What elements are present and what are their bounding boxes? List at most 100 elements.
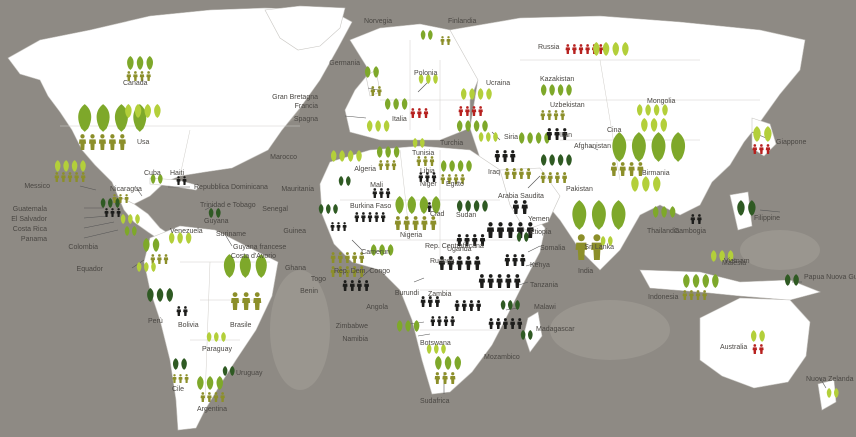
new-zealand <box>817 379 837 411</box>
country-label-niger: Niger <box>420 181 437 188</box>
country-label-spagna: Spagna <box>293 116 318 123</box>
country-label-nigeria: Nigeria <box>400 232 423 239</box>
country-label-norvegia: Norvegia <box>363 18 392 25</box>
country-label-giappone: Giappone <box>776 139 807 146</box>
country-label-afghanistan: Afghanistan <box>574 143 611 150</box>
country-label-ciad: Ciad <box>430 211 445 218</box>
country-label-suriname: Suriname <box>216 231 246 238</box>
country-label-tunisia: Tunisia <box>412 150 435 157</box>
country-label-papua: Papua Nuova Guinea <box>804 274 856 281</box>
country-label-somalia: Somalia <box>540 245 566 252</box>
country-label-cambogia: Cambogia <box>674 228 706 235</box>
country-label-togo: Togo <box>310 276 326 283</box>
country-label-yemen: Yemen <box>528 216 550 223</box>
country-label-canada: Canada <box>123 80 148 87</box>
country-label-kenya: Kenya <box>530 262 550 269</box>
country-label-nuova-zelanda: Nuova Zelanda <box>806 376 854 383</box>
country-label-senegal: Senegal <box>262 206 288 213</box>
country-label-mongolia: Mongolia <box>647 98 676 105</box>
country-label-usa: Usa <box>137 139 150 146</box>
country-label-ruanda: Ruanda <box>430 258 455 265</box>
country-label-rep-centrafricana: Rep. Centrafricana <box>425 243 484 250</box>
country-label-uganda: Uganda <box>447 246 472 253</box>
country-label-indonesia: Indonesia <box>648 294 679 301</box>
country-label-trinidad: Trinidad e Tobago <box>200 202 256 209</box>
country-label-algeria: Algeria <box>354 166 376 173</box>
country-label-messico: Messico <box>24 183 50 190</box>
country-label-thailandia: Thailandia <box>647 228 680 235</box>
country-label-mali: Mali <box>370 182 383 189</box>
country-label-zimbabwe: Zimbabwe <box>335 323 368 330</box>
country-label-etiopia: Etiopia <box>530 229 552 236</box>
country-label-haiti: Haiti <box>170 170 185 177</box>
north-america <box>7 7 353 205</box>
country-label-russia: Russia <box>538 44 560 51</box>
country-label-sri-lanka: Sri Lanka <box>584 244 614 251</box>
country-label-pakistan: Pakistan <box>566 186 593 193</box>
country-label-bolivia: Bolivia <box>178 322 199 329</box>
landmasses <box>7 5 837 431</box>
country-label-italia: Italia <box>392 116 407 123</box>
country-label-siria: Siria <box>504 134 519 141</box>
country-label-australia: Australia <box>720 344 748 351</box>
country-label-brasile: Brasile <box>230 322 252 329</box>
country-label-sudafrica: Sudafrica <box>420 398 450 405</box>
country-label-venezuela: Venezuela <box>170 228 203 235</box>
country-label-iran: Iran <box>560 132 573 139</box>
country-label-paraguay: Paraguay <box>202 346 232 353</box>
country-label-ecuador: Equador <box>76 266 103 273</box>
country-label-panama: Panama <box>20 236 47 243</box>
country-label-india: India <box>578 268 594 275</box>
greenland <box>264 5 346 51</box>
country-label-uzbekistan: Uzbekistan <box>550 102 585 109</box>
country-label-kazakistan: Kazakistan <box>540 76 575 83</box>
country-label-mauritania: Mauritania <box>281 186 314 193</box>
country-label-ucraina: Ucraina <box>486 80 511 87</box>
country-label-gran-bretagna: Gran Bretagna <box>272 94 318 101</box>
leader-lines <box>79 79 827 394</box>
arabia <box>499 167 561 231</box>
country-label-guyana-fr: Guyana francese <box>233 244 287 251</box>
country-label-colombia: Colombia <box>68 244 98 251</box>
country-label-zambia: Zambia <box>428 291 452 298</box>
country-label-francia: Francia <box>294 103 318 110</box>
country-label-botswana: Botswana <box>420 340 451 347</box>
country-label-costa-avorio: Costa d'Avorio <box>230 253 276 260</box>
country-label-malesia: Malesia <box>722 260 747 267</box>
country-label-benin: Benin <box>300 288 318 295</box>
country-label-costa-rica: Costa Rica <box>12 226 47 233</box>
country-label-rep-dominicana: Repubblica Dominicana <box>194 184 268 191</box>
country-label-guyana: Guyana <box>204 218 229 225</box>
country-label-iraq: Iraq <box>488 169 501 176</box>
country-label-arabia-saudita: Arabia Saudita <box>498 193 544 200</box>
country-label-el-salvador: El Salvador <box>11 216 47 223</box>
country-label-libia: Libia <box>420 168 435 175</box>
country-label-nicaragua: Nicaragua <box>110 186 142 193</box>
country-label-ghana: Ghana <box>284 265 306 272</box>
country-label-egitto: Egitto <box>446 181 464 188</box>
country-label-burundi: Burundi <box>394 290 419 297</box>
country-label-polonia: Polonia <box>414 70 438 77</box>
country-label-germania: Germania <box>329 60 360 67</box>
country-label-sudan: Sudan <box>456 212 477 219</box>
country-label-rep-dem-congo: Rep. Dem. Congo <box>333 268 390 275</box>
country-label-uruguay: Uruguay <box>236 370 263 377</box>
country-label-peru: Perù <box>148 318 163 325</box>
country-label-cina: Cina <box>607 127 622 134</box>
country-label-cile: Cile <box>172 386 185 393</box>
madagascar <box>523 311 543 353</box>
country-label-vietnam: Vietnam <box>724 258 750 265</box>
country-label-tanzania: Tanzania <box>530 282 559 289</box>
country-label-filippine: Filippine <box>754 215 781 222</box>
country-label-marocco: Marocco <box>270 154 297 161</box>
country-label-burkina-faso: Burkina Faso <box>350 203 392 210</box>
country-label-mozambico: Mozambico <box>484 354 520 361</box>
australia <box>699 297 811 389</box>
country-label-guatemala: Guatemala <box>12 206 47 213</box>
country-label-madagascar: Madagascar <box>536 326 575 333</box>
country-label-namibia: Namibia <box>342 336 368 343</box>
country-label-argentina: Argentina <box>197 406 227 413</box>
country-label-guinea: Guinea <box>283 228 306 235</box>
